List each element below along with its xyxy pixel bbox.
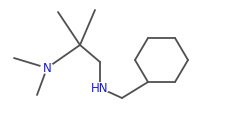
Ellipse shape — [40, 62, 54, 74]
Text: N: N — [43, 61, 51, 75]
Ellipse shape — [90, 82, 110, 94]
Text: HN: HN — [91, 82, 109, 95]
